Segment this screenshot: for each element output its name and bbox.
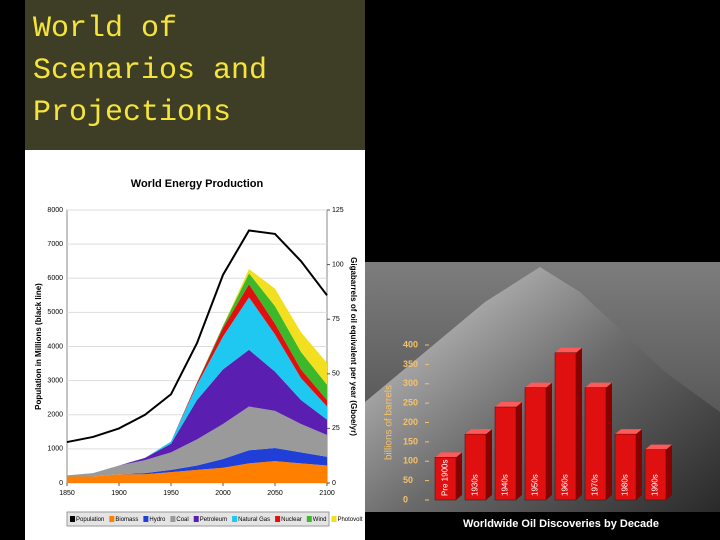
- y-tick-label: 300: [403, 378, 418, 388]
- bar: [584, 387, 607, 501]
- bar: [614, 433, 637, 501]
- y-tick-label: 250: [403, 398, 418, 408]
- x-tick-label: 1900: [111, 490, 127, 497]
- x-tick-label: 1930s: [471, 474, 480, 496]
- chart-title: World Energy Production: [131, 178, 264, 190]
- x-tick-label: 1950: [163, 490, 179, 497]
- bar-side: [516, 402, 522, 500]
- x-tick-label: Pre 1900s: [441, 460, 450, 496]
- y-tick-label: 5000: [47, 309, 63, 316]
- y2-tick-label: 50: [332, 371, 340, 378]
- oil-chart: 0 50 100 150 200 250 300 350 400 billions of barr…: [365, 262, 720, 540]
- x-tick-label: 1990s: [651, 474, 660, 496]
- x-tick-label: 1980s: [621, 474, 630, 496]
- bar: [494, 406, 517, 501]
- legend-swatch: [193, 516, 199, 522]
- legend-label: Hydro: [149, 517, 166, 523]
- x-tick-label: 1960s: [561, 474, 570, 496]
- bar-side: [666, 444, 672, 500]
- legend-swatch: [109, 516, 115, 522]
- bar-side: [546, 382, 552, 500]
- y-tick-label: 150: [403, 436, 418, 446]
- y2-tick-label: 25: [332, 425, 340, 432]
- legend-swatch: [143, 516, 149, 522]
- bar: [644, 449, 667, 501]
- y-axis-label: Population in Millions (black line): [34, 283, 43, 410]
- legend-swatch: [331, 516, 337, 522]
- x-tick-label: 2100: [319, 490, 335, 497]
- slide-title: World of Scenarios and Projections: [33, 12, 268, 130]
- legend-label: Nuclear: [281, 517, 302, 523]
- y2-axis-label: Gigabarrels of oil equivalent per year (…: [349, 257, 358, 436]
- y-tick-label: 0: [403, 494, 408, 504]
- title-band: [365, 512, 720, 540]
- y-tick-label: 1000: [47, 446, 63, 453]
- legend-label: Biomass: [115, 517, 138, 523]
- legend-swatch: [275, 516, 281, 522]
- bar-side: [636, 429, 642, 500]
- bar-side: [576, 347, 582, 500]
- x-tick-label: 2000: [215, 490, 231, 497]
- energy-chart: World Energy Production01000200030004000…: [25, 150, 365, 540]
- x-tick-label: 1970s: [591, 474, 600, 496]
- area: [67, 448, 327, 477]
- legend-label: Wind: [313, 517, 327, 523]
- bar-top: [585, 382, 612, 388]
- y-tick-label: 350: [403, 359, 418, 369]
- y-tick-label: 3000: [47, 377, 63, 384]
- y-tick-label: 400: [403, 339, 418, 349]
- bar-top: [555, 347, 582, 353]
- line: [66, 229, 328, 444]
- legend-label: Natural Gas: [238, 517, 270, 523]
- y-tick-label: 100: [403, 456, 418, 466]
- area: [67, 406, 327, 477]
- chart-title: Worldwide Oil Discoveries by Decade: [463, 518, 659, 530]
- legend-swatch: [306, 516, 312, 522]
- legend-swatch: [170, 516, 176, 522]
- x-tick-label: 1850: [59, 490, 75, 497]
- y2-tick-label: 125: [332, 207, 344, 214]
- legend-label: Petroleum: [200, 517, 227, 523]
- bar-top: [645, 444, 672, 450]
- x-tick-label: 2050: [267, 490, 283, 497]
- bar-side: [606, 382, 612, 500]
- y2-tick-label: 75: [332, 316, 340, 323]
- y2-tick-label: 0: [332, 480, 336, 487]
- bar: [554, 352, 577, 501]
- legend-label: Population: [76, 517, 104, 523]
- title-box: World of Scenarios and Projections: [25, 0, 365, 150]
- area: [67, 349, 327, 476]
- y-tick-label: 2000: [47, 412, 63, 419]
- bar-side: [486, 429, 492, 500]
- bar-side: [456, 452, 462, 500]
- bar: [524, 387, 547, 501]
- x-tick-label: 1940s: [501, 474, 510, 496]
- bar-top: [525, 382, 552, 388]
- legend-swatch: [70, 516, 75, 522]
- y-tick-label: 8000: [47, 207, 63, 214]
- legend-label: Coal: [176, 517, 188, 523]
- bar-top: [615, 429, 642, 435]
- bar-top: [435, 452, 462, 458]
- area: [67, 461, 327, 483]
- bar-top: [495, 402, 522, 407]
- y-tick-label: 4000: [47, 343, 63, 350]
- y-tick-label: 50: [403, 475, 413, 485]
- y2-tick-label: 100: [332, 261, 344, 268]
- x-tick-label: 1950s: [531, 474, 540, 496]
- y-tick-label: 7000: [47, 241, 63, 248]
- y-tick-label: 0: [59, 480, 63, 487]
- bar-top: [465, 429, 492, 435]
- y-tick-label: 200: [403, 417, 418, 427]
- legend-label: Photovolt: [337, 517, 362, 523]
- y-tick-label: 6000: [47, 275, 63, 282]
- y-axis-label: billions of barrels: [384, 385, 395, 460]
- legend-swatch: [232, 516, 238, 522]
- bar: [464, 433, 487, 501]
- bar: [434, 457, 457, 501]
- area: [67, 297, 327, 476]
